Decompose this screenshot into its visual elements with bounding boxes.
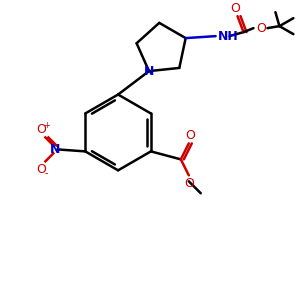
Text: O: O — [36, 123, 46, 136]
Text: O: O — [231, 2, 241, 15]
Text: NH: NH — [218, 30, 238, 43]
Text: -: - — [45, 168, 48, 178]
Text: O: O — [184, 177, 194, 190]
Text: O: O — [36, 163, 46, 176]
Text: N: N — [50, 143, 61, 156]
Text: N: N — [144, 64, 154, 78]
Text: O: O — [256, 22, 266, 34]
Text: +: + — [43, 121, 50, 130]
Text: O: O — [185, 129, 195, 142]
